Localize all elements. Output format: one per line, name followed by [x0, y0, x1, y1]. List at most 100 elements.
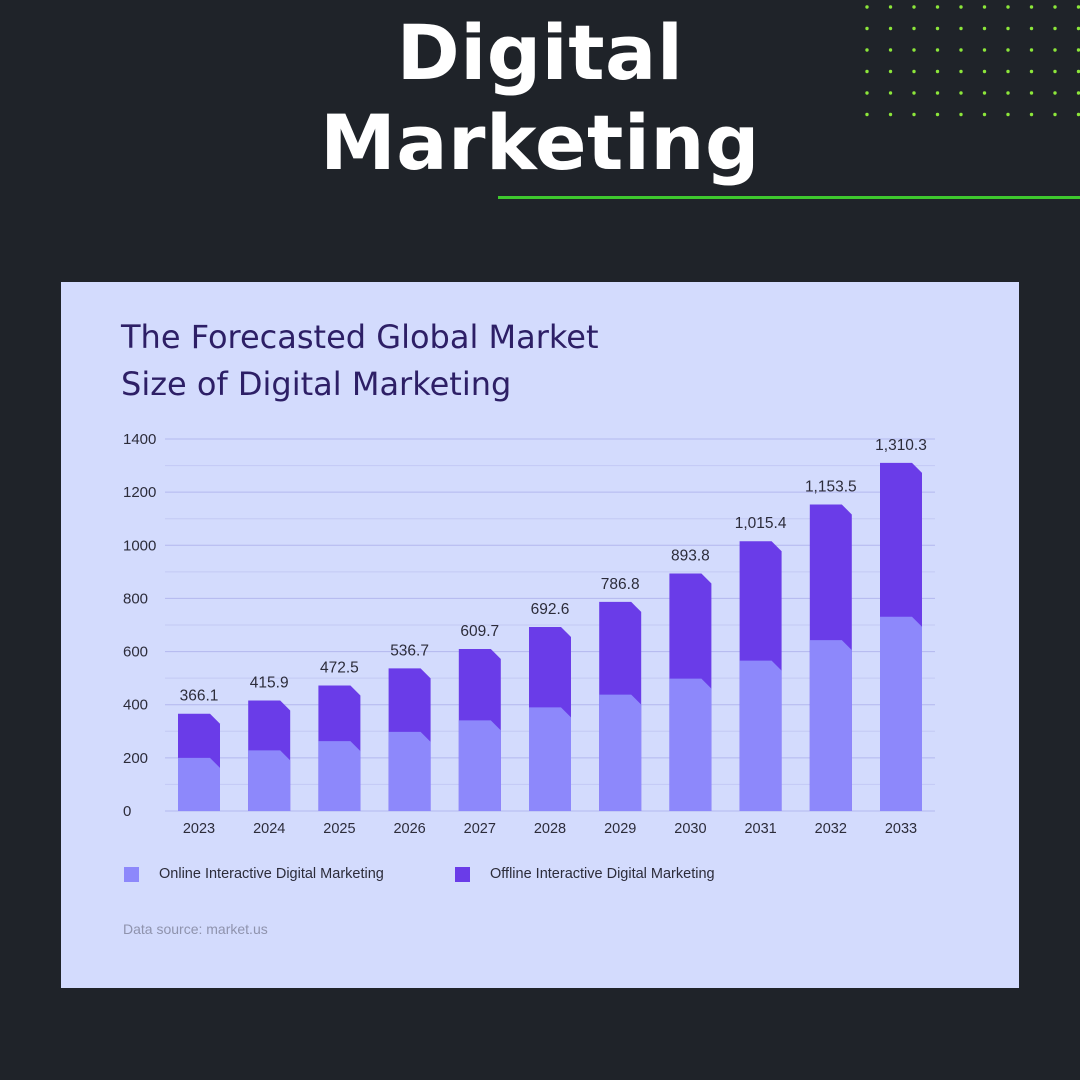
legend-swatch-offline	[455, 866, 470, 882]
x-tick-label: 2026	[393, 821, 425, 837]
y-tick-label: 0	[123, 803, 131, 820]
bar-total-label: 786.8	[601, 576, 640, 593]
x-tick-label: 2029	[604, 821, 636, 837]
bar-total-label: 609.7	[460, 623, 499, 640]
decorative-dot	[935, 112, 940, 117]
legend-item-online: Online Interactive Digital Marketing	[124, 866, 384, 882]
decorative-dot	[1076, 5, 1080, 9]
decorative-dot	[1053, 5, 1057, 9]
decorative-dot	[959, 69, 963, 74]
bar-total-label: 415.9	[250, 674, 289, 691]
bar-total-label: 692.6	[531, 601, 570, 618]
y-tick-label: 400	[123, 697, 148, 714]
decorative-dot	[888, 69, 893, 74]
decorative-dot	[982, 91, 987, 95]
x-tick-label: 2030	[674, 821, 706, 837]
x-tick-label: 2023	[183, 821, 215, 837]
headline-line-1: Digital	[396, 8, 684, 97]
bar-segment-online	[248, 750, 291, 811]
decorative-dot	[982, 69, 987, 74]
decorative-dot	[1006, 48, 1010, 52]
decorative-dot	[935, 48, 940, 52]
decorative-dot	[1029, 91, 1034, 95]
decorative-dot	[1029, 69, 1034, 74]
bar-total-label: 472.5	[320, 659, 359, 676]
decorative-dot	[865, 91, 869, 95]
y-tick-label: 1400	[123, 431, 156, 448]
bar-total-label: 1,310.3	[875, 437, 927, 454]
bar-segment-online	[529, 707, 571, 811]
decorative-dot	[1029, 48, 1034, 52]
bar-segment-online	[318, 741, 361, 811]
decorative-dot	[912, 48, 916, 52]
x-tick-label: 2032	[815, 821, 847, 837]
decorative-dot	[1053, 48, 1057, 52]
x-tick-label: 2033	[885, 821, 917, 837]
chart-title-line-2: Size of Digital Marketing	[121, 365, 512, 403]
decorative-dot	[982, 5, 987, 9]
decorative-dot	[1006, 5, 1010, 9]
chart-title: The Forecasted Global Market Size of Dig…	[121, 314, 821, 408]
decorative-dot	[865, 69, 869, 74]
decorative-dot	[982, 112, 987, 117]
bar-segment-online	[178, 757, 220, 811]
decorative-dot	[912, 5, 916, 9]
decorative-dot	[1006, 112, 1010, 117]
decorative-dot	[935, 5, 940, 9]
decorative-dot	[1029, 5, 1034, 9]
decorative-dot	[935, 69, 940, 74]
decorative-dot-grid	[865, 5, 1080, 117]
decorative-dot	[888, 112, 893, 117]
decorative-dot	[1053, 91, 1057, 95]
decorative-dot	[888, 5, 893, 9]
bar-segment-online	[669, 678, 712, 811]
decorative-dot	[935, 91, 940, 95]
decorative-dot	[1076, 112, 1080, 117]
decorative-dot	[912, 91, 916, 95]
bar-segment-online	[388, 731, 431, 811]
x-tick-label: 2027	[464, 821, 496, 837]
decorative-dot	[959, 48, 963, 52]
decorative-dot	[959, 112, 963, 117]
chart-title-line-1: The Forecasted Global Market	[121, 318, 599, 356]
data-source-note: Data source: market.us	[123, 921, 268, 937]
decorative-dot	[865, 48, 869, 52]
accent-underline	[498, 196, 1080, 199]
x-tick-label: 2031	[744, 821, 776, 837]
decorative-dot	[959, 5, 963, 9]
y-tick-label: 200	[123, 750, 148, 767]
decorative-dot	[1076, 26, 1080, 31]
legend-swatch-online	[124, 866, 139, 882]
bar-segment-online	[458, 720, 501, 811]
y-tick-label: 1000	[123, 537, 156, 554]
decorative-dot	[912, 112, 916, 117]
decorative-dot	[1053, 69, 1057, 74]
legend-label-online: Online Interactive Digital Marketing	[159, 866, 384, 882]
bar-segment-online	[599, 694, 642, 811]
x-tick-label: 2028	[534, 821, 566, 837]
decorative-dot	[982, 26, 987, 31]
x-tick-label: 2025	[323, 821, 355, 837]
y-tick-label: 1200	[123, 484, 156, 501]
bar-total-label: 536.7	[390, 642, 429, 659]
decorative-dot	[1076, 48, 1080, 52]
bar-total-label: 366.1	[180, 688, 219, 705]
x-tick-label: 2024	[253, 821, 285, 837]
decorative-dot	[912, 69, 916, 74]
bar-total-label: 893.8	[671, 548, 710, 565]
legend-item-offline: Offline Interactive Digital Marketing	[455, 866, 715, 882]
decorative-dot	[1029, 26, 1034, 31]
decorative-dot	[912, 26, 916, 31]
decorative-dot	[1076, 91, 1080, 95]
decorative-dot	[959, 91, 963, 95]
decorative-dot	[1029, 112, 1034, 117]
decorative-dot	[982, 48, 987, 52]
bar-total-label: 1,153.5	[805, 478, 857, 495]
bar-segment-online	[809, 640, 852, 811]
decorative-dot	[1006, 26, 1010, 31]
decorative-dot	[1053, 26, 1057, 31]
decorative-dot	[888, 48, 893, 52]
decorative-dot	[935, 26, 940, 31]
decorative-dot	[888, 26, 893, 31]
